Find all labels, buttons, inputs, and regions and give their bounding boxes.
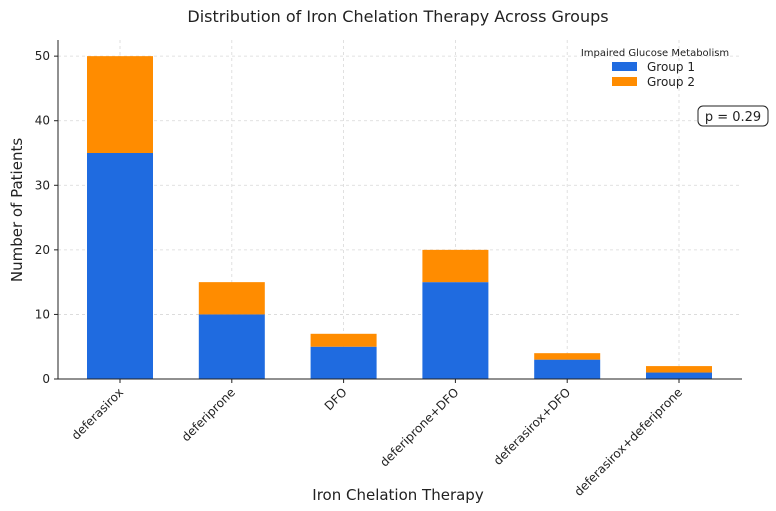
y-tick-label: 10	[35, 307, 50, 321]
bars	[87, 56, 712, 379]
bar-group-1-deferiprone-plus-dfo	[422, 282, 489, 379]
bar-group-2-deferasirox	[87, 56, 153, 154]
grid-lines	[58, 40, 742, 380]
bar-group-2-deferasirox-plus-deferiprone	[646, 366, 712, 373]
y-tick-label: 20	[35, 243, 50, 257]
bar-group-1-deferiprone	[198, 314, 265, 379]
y-axis-title: Number of Patients	[8, 138, 26, 282]
legend: Impaired Glucose Metabolism Group 1 Grou…	[581, 48, 729, 89]
y-tick-label: 30	[35, 178, 50, 192]
x-axis-title: Iron Chelation Therapy	[312, 486, 484, 504]
bar-group-1-deferasirox-plus-deferiprone	[646, 372, 712, 379]
chart-title: Distribution of Iron Chelation Therapy A…	[187, 7, 608, 26]
bar-group-1-deferasirox-plus-dfo	[534, 359, 601, 379]
x-tick-label: DFO	[322, 385, 350, 413]
y-tick-label: 0	[42, 372, 50, 386]
x-tick-label: deferasirox+deferiprone	[571, 385, 685, 499]
bar-group-1-deferasirox	[87, 153, 153, 379]
y-tick-label: 40	[35, 114, 50, 128]
legend-title: Impaired Glucose Metabolism	[581, 48, 729, 59]
p-value-annotation: p = 0.29	[697, 105, 769, 127]
p-value-box	[697, 105, 769, 127]
x-tick-label: deferasirox	[69, 385, 126, 442]
y-tick-label: 50	[35, 49, 50, 63]
x-tick-label: deferasirox+DFO	[491, 385, 574, 468]
bar-group-2-deferiprone-plus-dfo	[422, 249, 489, 283]
y-ticks: 0 10 20 30 40 50	[35, 49, 58, 386]
p-value-text: p = 0.29	[705, 110, 761, 125]
bar-group-2-deferasirox-plus-dfo	[534, 353, 601, 360]
x-ticks: deferasirox deferiprone DFO deferiprone+DFO…	[69, 379, 685, 499]
bar-group-2-dfo	[310, 333, 377, 347]
legend-swatch-group-2	[612, 77, 637, 86]
legend-label-group-2: Group 2	[647, 75, 695, 89]
legend-label-group-1: Group 1	[647, 60, 695, 74]
x-tick-label: deferiprone+DFO	[377, 385, 461, 469]
x-tick-label: deferiprone	[179, 385, 238, 444]
bar-group-1-dfo	[310, 346, 377, 379]
legend-swatch-group-1	[612, 62, 637, 71]
bar-group-2-deferiprone	[198, 282, 265, 315]
